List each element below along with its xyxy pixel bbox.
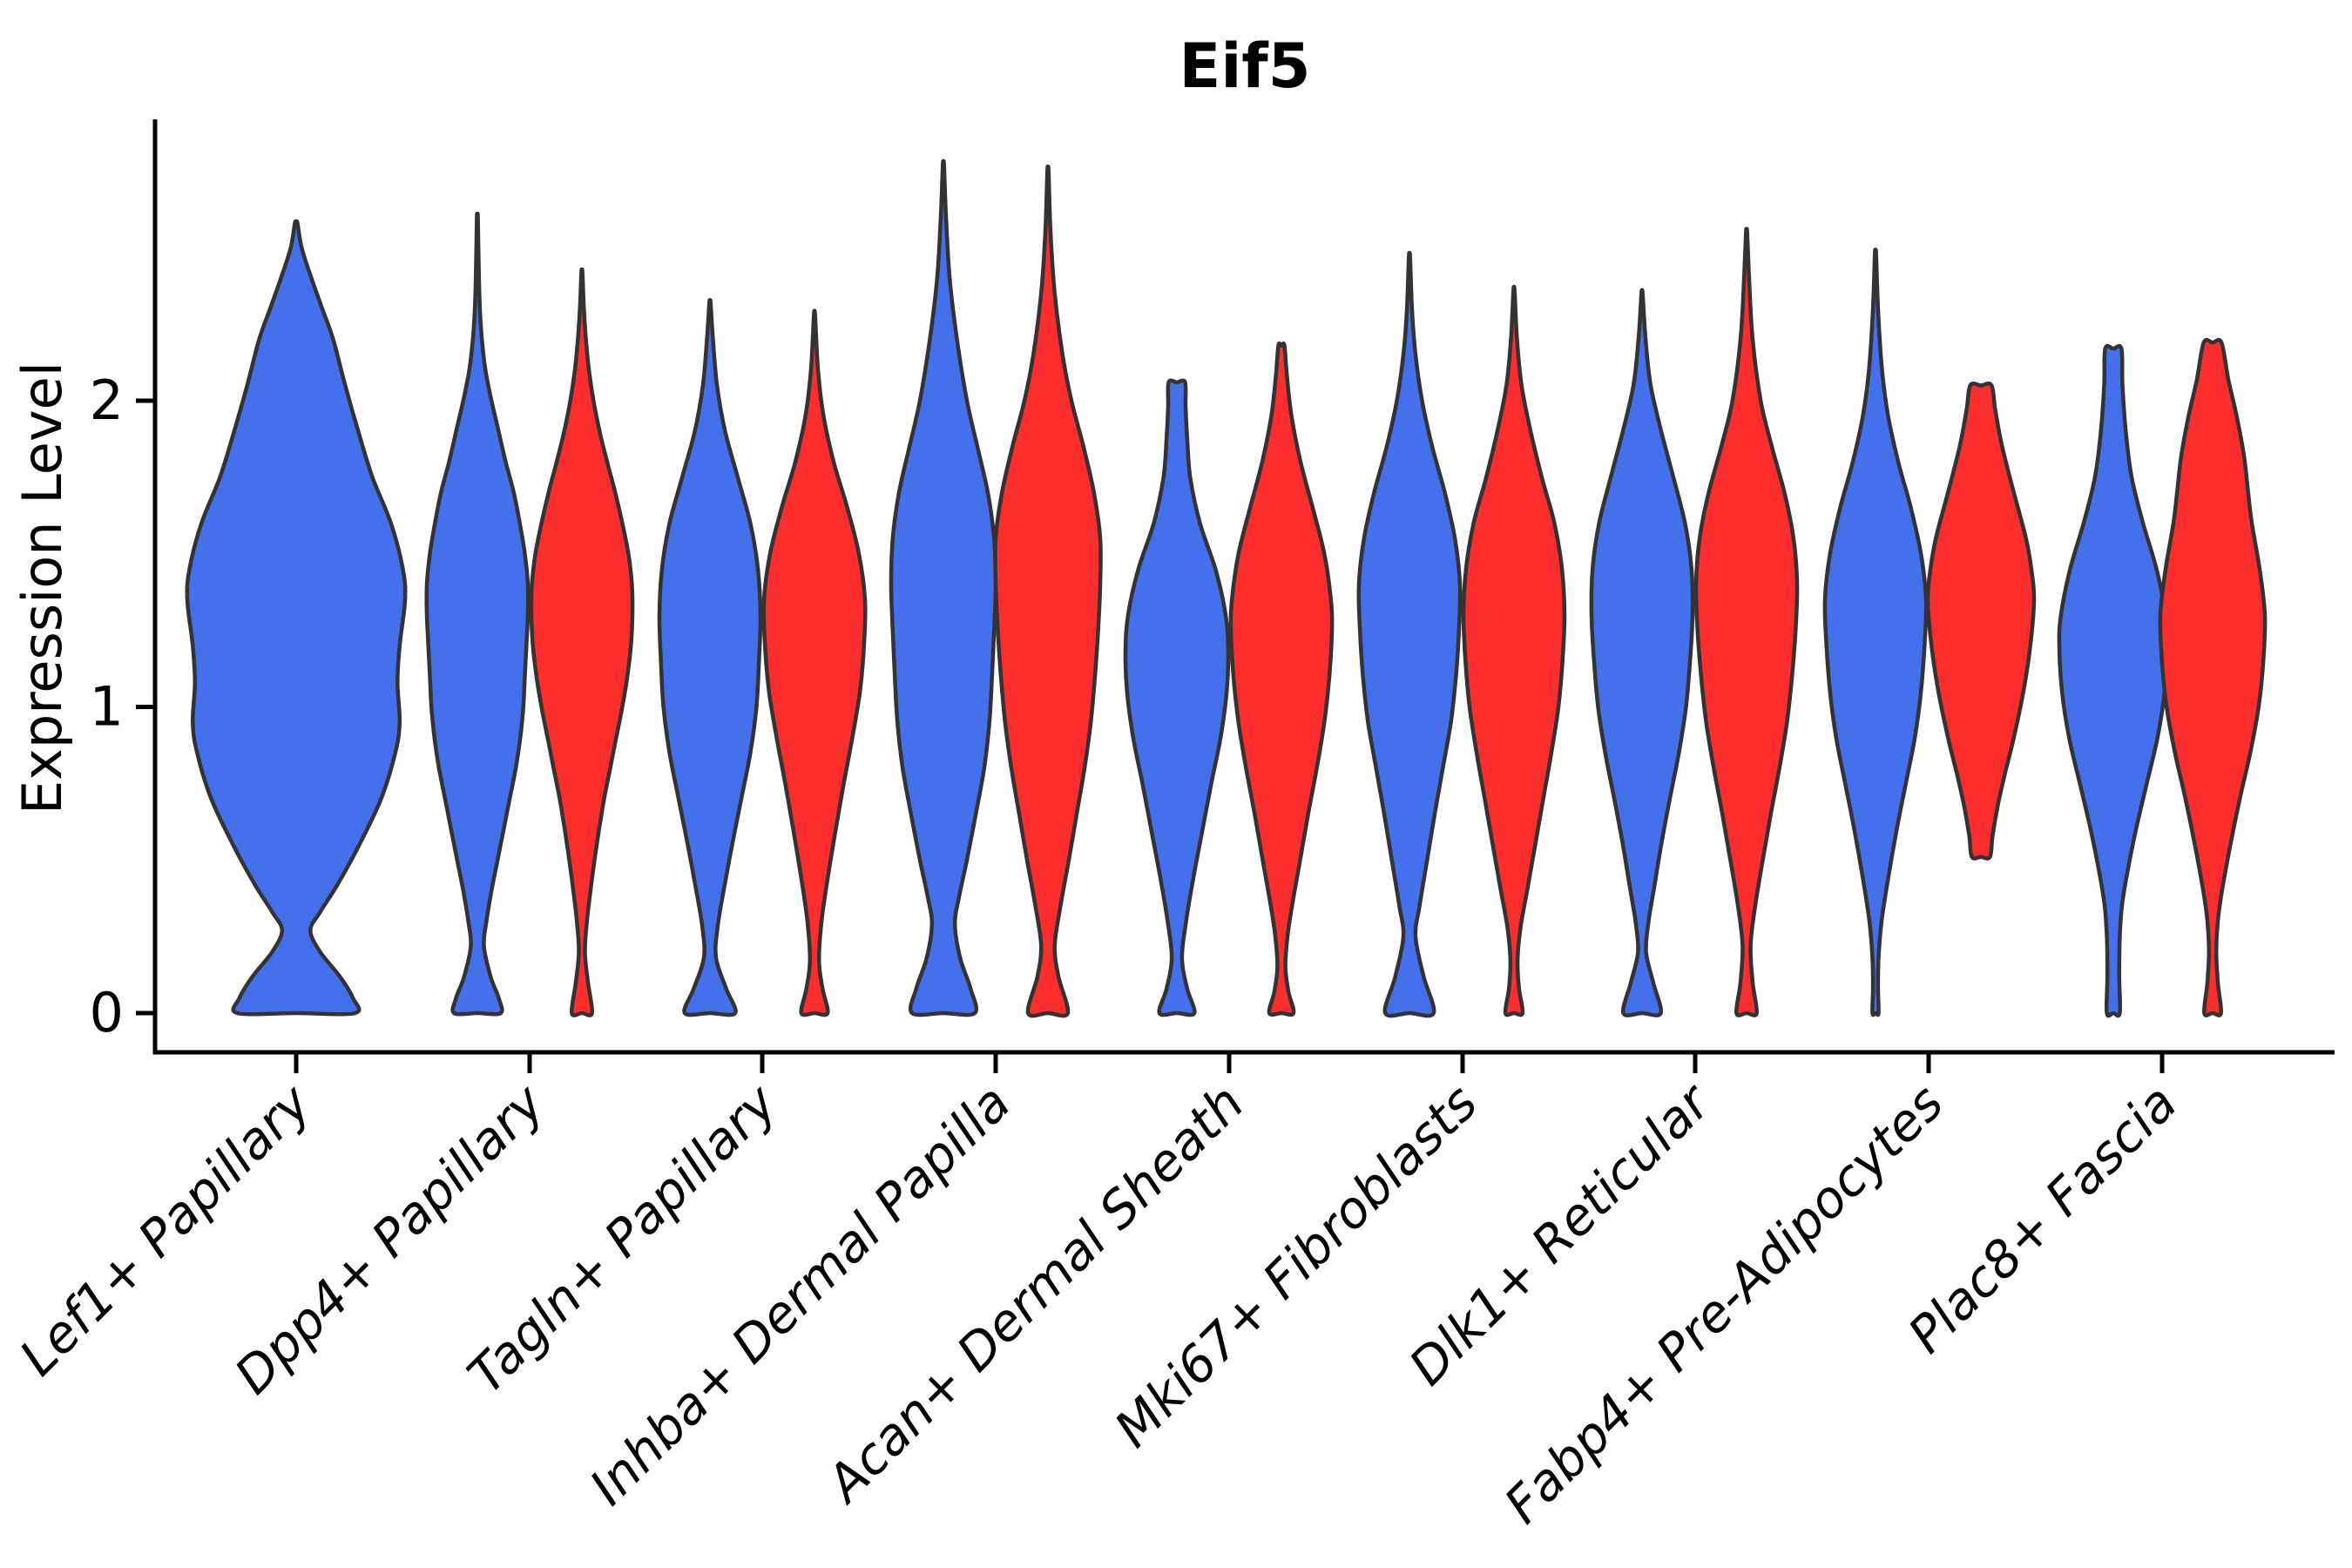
y-tick-label: 2 bbox=[90, 368, 124, 432]
violin-lef1-blue bbox=[185, 219, 408, 1017]
violin-acan-blue bbox=[1123, 378, 1231, 1017]
violin-dlk1-blue bbox=[1589, 287, 1695, 1017]
violin-inhba-red bbox=[993, 165, 1103, 1018]
violin-dlk1-red bbox=[1693, 226, 1800, 1017]
violin-mki67-red bbox=[1461, 285, 1567, 1017]
violin-tagln-red bbox=[761, 308, 868, 1017]
x-tick-label-5: Acan+ Dermal Sheath bbox=[813, 1073, 1255, 1516]
x-tick-label-8: Fabp4+ Pre-Adipocytes bbox=[1493, 1073, 1955, 1535]
violin-plac8-blue bbox=[2057, 343, 2170, 1018]
y-axis-label: Expression Level bbox=[10, 362, 74, 814]
violin-mki67-blue bbox=[1356, 251, 1463, 1018]
y-tick-label: 0 bbox=[90, 981, 124, 1044]
violin-acan-red bbox=[1228, 341, 1335, 1017]
violin-dpp4-red bbox=[529, 267, 635, 1017]
y-tick-label: 1 bbox=[90, 675, 124, 739]
violin-fabp4-red bbox=[1925, 382, 2037, 861]
violin-plac8-red bbox=[2158, 337, 2268, 1017]
violin-tagln-blue bbox=[657, 298, 763, 1017]
plot-title: Eif5 bbox=[1179, 30, 1311, 102]
violins-layer bbox=[185, 159, 2268, 1018]
violin-inhba-blue bbox=[889, 159, 998, 1017]
x-tick-label-4: Inhba+ Dermal Papilla bbox=[578, 1073, 1022, 1517]
violin-fabp4-blue bbox=[1822, 247, 1929, 1017]
violin-dpp4-blue bbox=[424, 211, 531, 1017]
